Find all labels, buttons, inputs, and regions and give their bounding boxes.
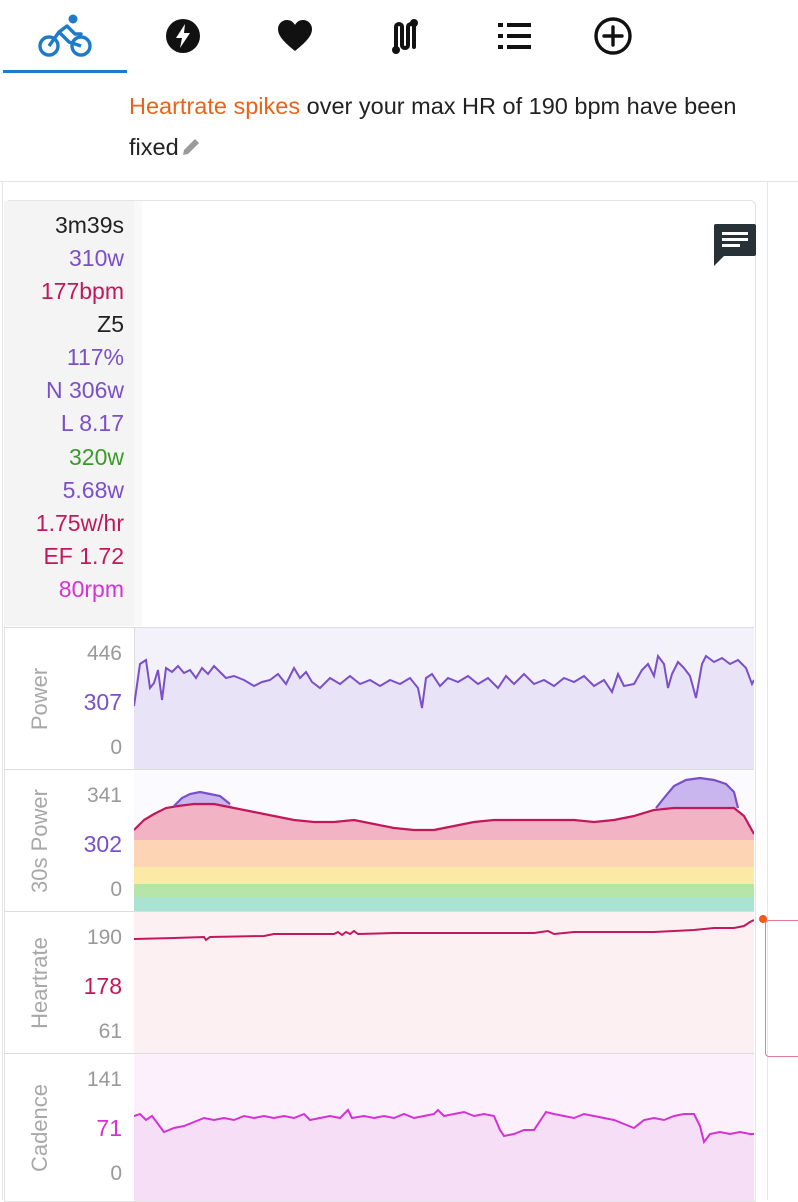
left-border	[2, 182, 3, 1200]
right-border	[767, 182, 768, 1200]
comment-icon	[714, 224, 756, 266]
power-30s-axis-title: 30s Power	[27, 789, 53, 893]
stat-cadence: 80rpm	[58, 576, 124, 602]
pencil-icon[interactable]	[181, 137, 201, 157]
heartrate-side-indicator	[765, 920, 798, 1057]
tab-heartrate[interactable]	[250, 6, 340, 66]
stats-panel-edge	[134, 201, 142, 626]
heartrate-current-value: 178	[83, 973, 122, 999]
power-30s-min-tick: 0	[110, 878, 122, 901]
power-30s-plot[interactable]	[134, 770, 754, 912]
notice-divider	[0, 181, 798, 182]
comment-button[interactable]	[712, 221, 758, 272]
bike-icon	[38, 14, 92, 57]
stat-efficiency: EF 1.72	[43, 543, 124, 569]
power-axis-title: Power	[27, 667, 53, 731]
cadence-current-value: 71	[96, 1115, 122, 1141]
heartrate-max-tick: 190	[86, 926, 122, 949]
active-tab-indicator	[3, 70, 127, 73]
stat-heartrate: 177bpm	[40, 278, 124, 304]
tab-route[interactable]	[360, 6, 450, 66]
tab-power[interactable]	[138, 6, 228, 66]
stat-duration: 3m39s	[54, 212, 124, 238]
power-30s-current-value: 302	[83, 831, 122, 857]
power-max-tick: 446	[86, 642, 122, 665]
lightning-icon	[166, 19, 200, 53]
heartrate-axis-title: Heartrate	[27, 937, 52, 1029]
power-current-value: 307	[83, 689, 122, 715]
power-min-tick: 0	[110, 736, 122, 759]
stat-load: L 8.17	[60, 410, 124, 436]
heartrate-chart: Heartrate 190 178 61	[4, 911, 754, 1054]
heartrate-marker-dot	[759, 915, 767, 923]
power-chart: Power 446 307 0	[4, 627, 754, 770]
tab-ride[interactable]	[20, 6, 110, 66]
stat-normalized-power: N 306w	[46, 377, 124, 403]
cadence-min-tick: 0	[110, 1162, 122, 1185]
cadence-plot[interactable]	[134, 1054, 754, 1201]
activity-tab-bar	[0, 0, 798, 74]
stat-intensity: 117%	[66, 344, 124, 370]
stat-decoupling: 1.75w/hr	[35, 510, 124, 536]
tab-add[interactable]	[568, 6, 658, 66]
add-circle-icon	[594, 17, 632, 55]
tab-laps[interactable]	[470, 6, 560, 66]
heartrate-spikes-link[interactable]: Heartrate spikes	[129, 93, 301, 119]
heartrate-plot[interactable]	[134, 912, 754, 1054]
interval-stats-panel: 3m39s 310w 177bpm Z5 117% N 306w L 8.17 …	[4, 201, 134, 626]
cadence-axis-title: Cadence	[27, 1083, 53, 1172]
list-icon	[498, 23, 531, 49]
cadence-max-tick: 141	[86, 1068, 122, 1091]
stat-variability: 5.68w	[62, 477, 124, 503]
power-30s-chart: 30s Power 341 302 0	[4, 769, 754, 912]
stat-power: 310w	[69, 245, 124, 271]
route-icon	[392, 19, 418, 54]
power-30s-max-tick: 341	[86, 784, 122, 807]
notice-text: over your max HR of 190 bpm have been fi…	[129, 93, 737, 160]
power-plot[interactable]	[134, 628, 754, 770]
stat-zone: Z5	[97, 311, 124, 337]
heart-icon	[278, 20, 312, 51]
cadence-chart: Cadence 141 71 0	[4, 1053, 754, 1201]
heartrate-min-tick: 61	[98, 1020, 122, 1043]
heartrate-fix-notice: Heartrate spikes over your max HR of 190…	[129, 86, 769, 168]
stat-threshold: 320w	[69, 444, 124, 470]
